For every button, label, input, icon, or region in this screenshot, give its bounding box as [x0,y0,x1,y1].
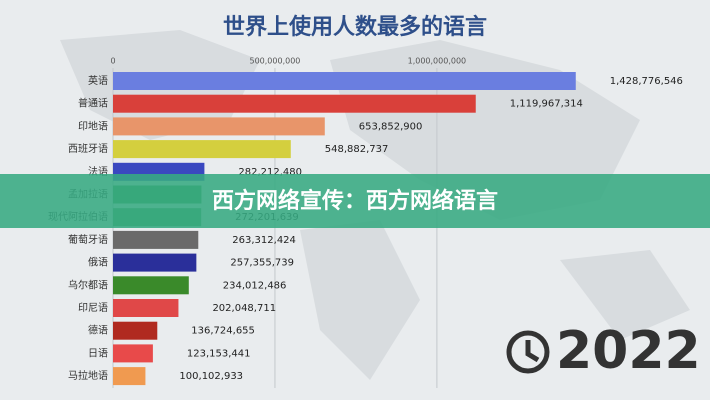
value-label: 548,882,737 [325,144,389,155]
value-label: 1,119,967,314 [510,99,583,110]
bar [113,230,199,249]
value-label: 653,852,900 [359,121,423,132]
chart-title: 世界上使用人数最多的语言 [223,14,487,40]
value-label: 234,012,486 [223,280,287,291]
value-label: 1,428,776,546 [610,76,683,87]
bar [113,276,189,295]
bar [113,72,576,90]
value-label: 257,355,739 [230,258,294,269]
y-tick-label: 葡萄牙语 [68,233,108,246]
value-label: 100,102,933 [179,371,243,382]
y-tick-label: 英语 [88,74,108,87]
value-label: 282,212,480 [238,167,302,178]
bar [113,94,476,113]
bar [113,117,325,136]
y-tick-label: 俄语 [88,257,108,269]
y-tick-label: 印尼语 [78,302,108,314]
y-tick-label: 印地语 [78,119,108,132]
year-label: 2022 [556,321,701,381]
y-tick-label: 马拉地语 [68,369,108,382]
y-tick-label: 普通话 [78,97,108,110]
bar [113,321,158,340]
clock-icon [506,330,550,374]
bar [113,299,179,317]
x-tick-label: 0 [110,57,115,66]
y-tick-label: 乌尔都语 [68,278,108,291]
value-label: 263,312,424 [232,235,296,246]
y-tick-label: 日语 [88,347,108,359]
bar [113,253,197,272]
banner-band [0,174,710,228]
value-label: 202,048,711 [212,303,276,314]
value-label: 136,724,655 [191,326,255,337]
bar [113,344,153,363]
y-tick-label: 西班牙语 [68,143,108,155]
bar [113,367,146,386]
bar [113,140,291,159]
y-tick-label: 德语 [88,324,108,337]
x-tick-label: 1,000,000,000 [408,57,467,66]
banner-text: 西方网络宣传：西方网络语言 [212,188,498,214]
value-label: 123,153,441 [187,348,251,359]
x-tick-label: 500,000,000 [249,57,300,66]
